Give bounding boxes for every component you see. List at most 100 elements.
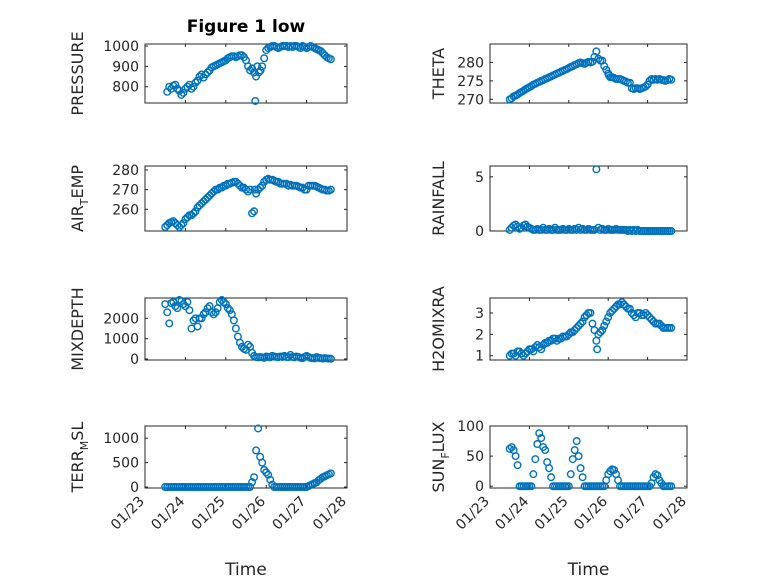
data-point (582, 311, 591, 320)
data-point (241, 185, 250, 194)
data-point (610, 304, 619, 313)
data-point (185, 306, 194, 315)
data-point (246, 66, 255, 75)
data-point (570, 446, 579, 455)
data-point (169, 217, 178, 226)
y-tick-label: 100 (457, 419, 484, 435)
data-point (203, 304, 212, 313)
data-point (181, 215, 190, 224)
data-point (578, 317, 587, 326)
data-point (521, 349, 530, 358)
data-point (219, 298, 228, 307)
data-point (562, 332, 571, 341)
data-point (264, 470, 273, 479)
x-axis-label-left: Time (224, 560, 267, 580)
data-point (592, 47, 601, 56)
data-point (568, 328, 577, 337)
y-tick-label: 1000 (103, 431, 139, 447)
data-point (645, 313, 654, 322)
series-markers (505, 165, 676, 235)
y-tick-label: 280 (112, 163, 139, 179)
data-point (326, 354, 335, 363)
y-tick-label: 0 (130, 480, 139, 496)
y-tick-label: 2 (475, 327, 484, 343)
data-point (254, 424, 263, 433)
data-point (235, 338, 244, 347)
data-point (183, 298, 192, 307)
data-point (316, 474, 325, 483)
data-point (251, 96, 260, 105)
data-point (195, 201, 204, 210)
data-point (189, 82, 198, 91)
y-tick-label: 800 (112, 80, 139, 96)
data-point (570, 326, 579, 335)
x-tick-label: 01/26 (229, 493, 269, 533)
y-axis-label: H2OMIXRA (429, 286, 448, 372)
axes-frame (489, 165, 688, 232)
data-point (246, 483, 255, 492)
data-point (602, 317, 611, 326)
data-point (260, 54, 269, 63)
data-point (531, 455, 540, 464)
data-point (594, 330, 603, 339)
data-point (604, 313, 613, 322)
data-point (179, 88, 188, 97)
data-point (667, 323, 676, 332)
data-point (667, 482, 676, 491)
data-point (541, 446, 550, 455)
x-tick-label: 01/26 (571, 493, 611, 533)
subplot-1: 800 900 1000 PRESSURE (68, 31, 348, 116)
series-markers (505, 47, 676, 104)
data-point (594, 54, 603, 63)
data-point (252, 189, 261, 198)
data-point (207, 189, 216, 198)
data-point (302, 185, 311, 194)
data-point (598, 326, 607, 335)
data-point (617, 298, 626, 307)
data-point (566, 470, 575, 479)
data-point (527, 482, 536, 491)
data-point (564, 330, 573, 339)
series-markers (163, 42, 335, 105)
data-point (193, 203, 202, 212)
data-point (643, 311, 652, 320)
data-point (223, 304, 232, 313)
axes-frame (144, 165, 348, 232)
data-point (667, 75, 676, 84)
y-tick-label: 260 (112, 202, 139, 218)
data-point (183, 213, 192, 222)
data-point (513, 461, 522, 470)
data-point (545, 464, 554, 473)
data-point (165, 319, 174, 328)
data-point (199, 197, 208, 206)
data-point (229, 316, 238, 325)
data-point (177, 90, 186, 99)
y-tick-label: 0 (475, 479, 484, 495)
data-point (547, 473, 556, 482)
y-tick-label: 5 (475, 170, 484, 186)
data-point (574, 321, 583, 330)
x-tick-label: 01/23 (108, 494, 148, 534)
data-point (578, 473, 587, 482)
data-point (641, 82, 650, 91)
y-axis-label: SUNFLUX (429, 421, 452, 492)
data-point (593, 345, 602, 354)
data-point (318, 49, 327, 58)
y-tick-label: 2000 (103, 311, 139, 327)
data-point (161, 223, 170, 232)
y-axis-label: PRESSURE (68, 31, 87, 115)
x-axis-label-right: Time (567, 560, 610, 580)
data-point (564, 482, 573, 491)
data-point (529, 470, 538, 479)
y-tick-label: 500 (112, 456, 139, 472)
data-point (187, 211, 196, 220)
data-point (173, 304, 182, 313)
data-point (258, 181, 267, 190)
data-point (209, 187, 218, 196)
data-point (511, 220, 520, 229)
data-point (256, 66, 265, 75)
data-point (537, 345, 546, 354)
y-axis-label: THETA (429, 48, 448, 100)
x-tick-label: 01/23 (453, 494, 493, 534)
